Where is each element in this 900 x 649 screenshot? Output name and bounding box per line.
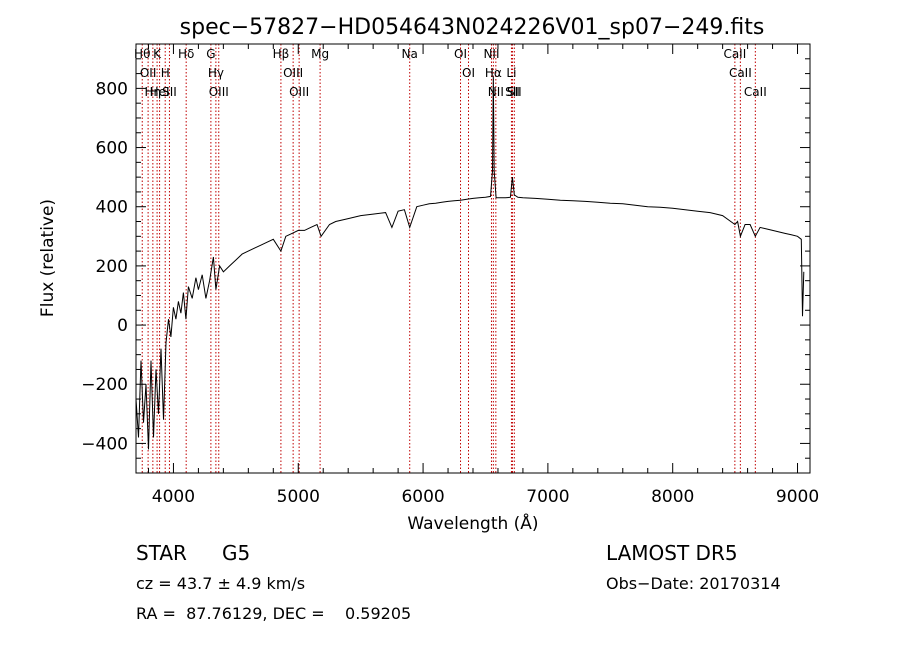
x-tick-label: 9000: [776, 487, 819, 507]
x-tick-label: 4000: [152, 487, 195, 507]
spectral-line-label: OIII: [209, 85, 229, 99]
spectral-line-label: NII: [483, 47, 499, 61]
y-tick-label: −400: [81, 434, 128, 454]
x-tick-label: 5000: [277, 487, 320, 507]
spectral-line-label: CaII: [744, 85, 767, 99]
y-axis-ticks: −400 −200 0 200 400 600 800: [81, 58, 810, 459]
chart-title: spec−57827−HD054643N024226V01_sp07−249.f…: [180, 15, 765, 40]
spectral-line-label: CaII: [729, 66, 752, 80]
spectral-line-label: Hδ: [178, 47, 194, 61]
spectral-line-label: Li: [506, 66, 516, 80]
spectral-line-label: OIII: [283, 66, 303, 80]
spectrum-series-line: [135, 76, 805, 450]
spectral-line-label: HeI: [150, 85, 170, 99]
spectral-line-label: H: [161, 66, 170, 80]
x-axis-ticks: 4000 5000 6000 7000 8000 9000: [147, 44, 819, 507]
y-tick-label: 200: [96, 257, 128, 277]
object-subclass: G5: [222, 541, 250, 565]
spectral-line-label: OI: [462, 66, 475, 80]
survey-name: LAMOST DR5: [606, 541, 738, 565]
spectral-line-label: OI: [454, 47, 467, 61]
y-tick-label: −200: [81, 375, 128, 395]
x-tick-label: 8000: [651, 487, 694, 507]
spectral-line-labels: Hθ OII Hη K HeI H SII Hδ G Hγ OIII Hβ OIII OIII Mg Na OI…: [134, 47, 767, 99]
y-tick-label: 0: [117, 316, 128, 336]
spectral-line-label: SII: [505, 85, 520, 99]
redshift-cz: cz = 43.7 ± 4.9 km/s: [136, 574, 305, 593]
spectral-line-label: Hγ: [208, 66, 224, 80]
y-tick-label: 400: [96, 198, 128, 218]
spectral-line-label: OIII: [289, 85, 309, 99]
x-tick-label: 6000: [401, 487, 444, 507]
spectral-line-label: SII: [162, 85, 177, 99]
spectral-line-markers: [141, 44, 756, 473]
spectral-line-label: CaII: [723, 47, 746, 61]
ra-dec-coordinates: RA = 87.76129, DEC = 0.59205: [136, 604, 411, 623]
y-axis-label: Flux (relative): [38, 199, 58, 317]
spectral-line-label: G: [206, 47, 215, 61]
object-class: STAR: [136, 541, 187, 565]
x-axis-label: Wavelength (Å): [407, 512, 538, 534]
spectral-line-label: OII: [140, 66, 157, 80]
spectral-line-label: Mg: [311, 47, 329, 61]
spectral-line-label: Na: [402, 47, 418, 61]
observation-date: Obs−Date: 20170314: [606, 574, 781, 593]
spectral-line-label: K: [153, 47, 162, 61]
y-tick-label: 800: [96, 79, 128, 99]
spectral-line-label: Hα: [485, 66, 502, 80]
x-tick-label: 7000: [526, 487, 569, 507]
y-tick-label: 600: [96, 139, 128, 159]
spectral-line-label: NII: [488, 85, 504, 99]
spectral-line-label: Hβ: [273, 47, 290, 61]
spectral-line-label: Hθ: [134, 47, 150, 61]
spectral-line-label: SII: [507, 85, 522, 99]
spectral-line-label: Hη: [145, 85, 162, 99]
